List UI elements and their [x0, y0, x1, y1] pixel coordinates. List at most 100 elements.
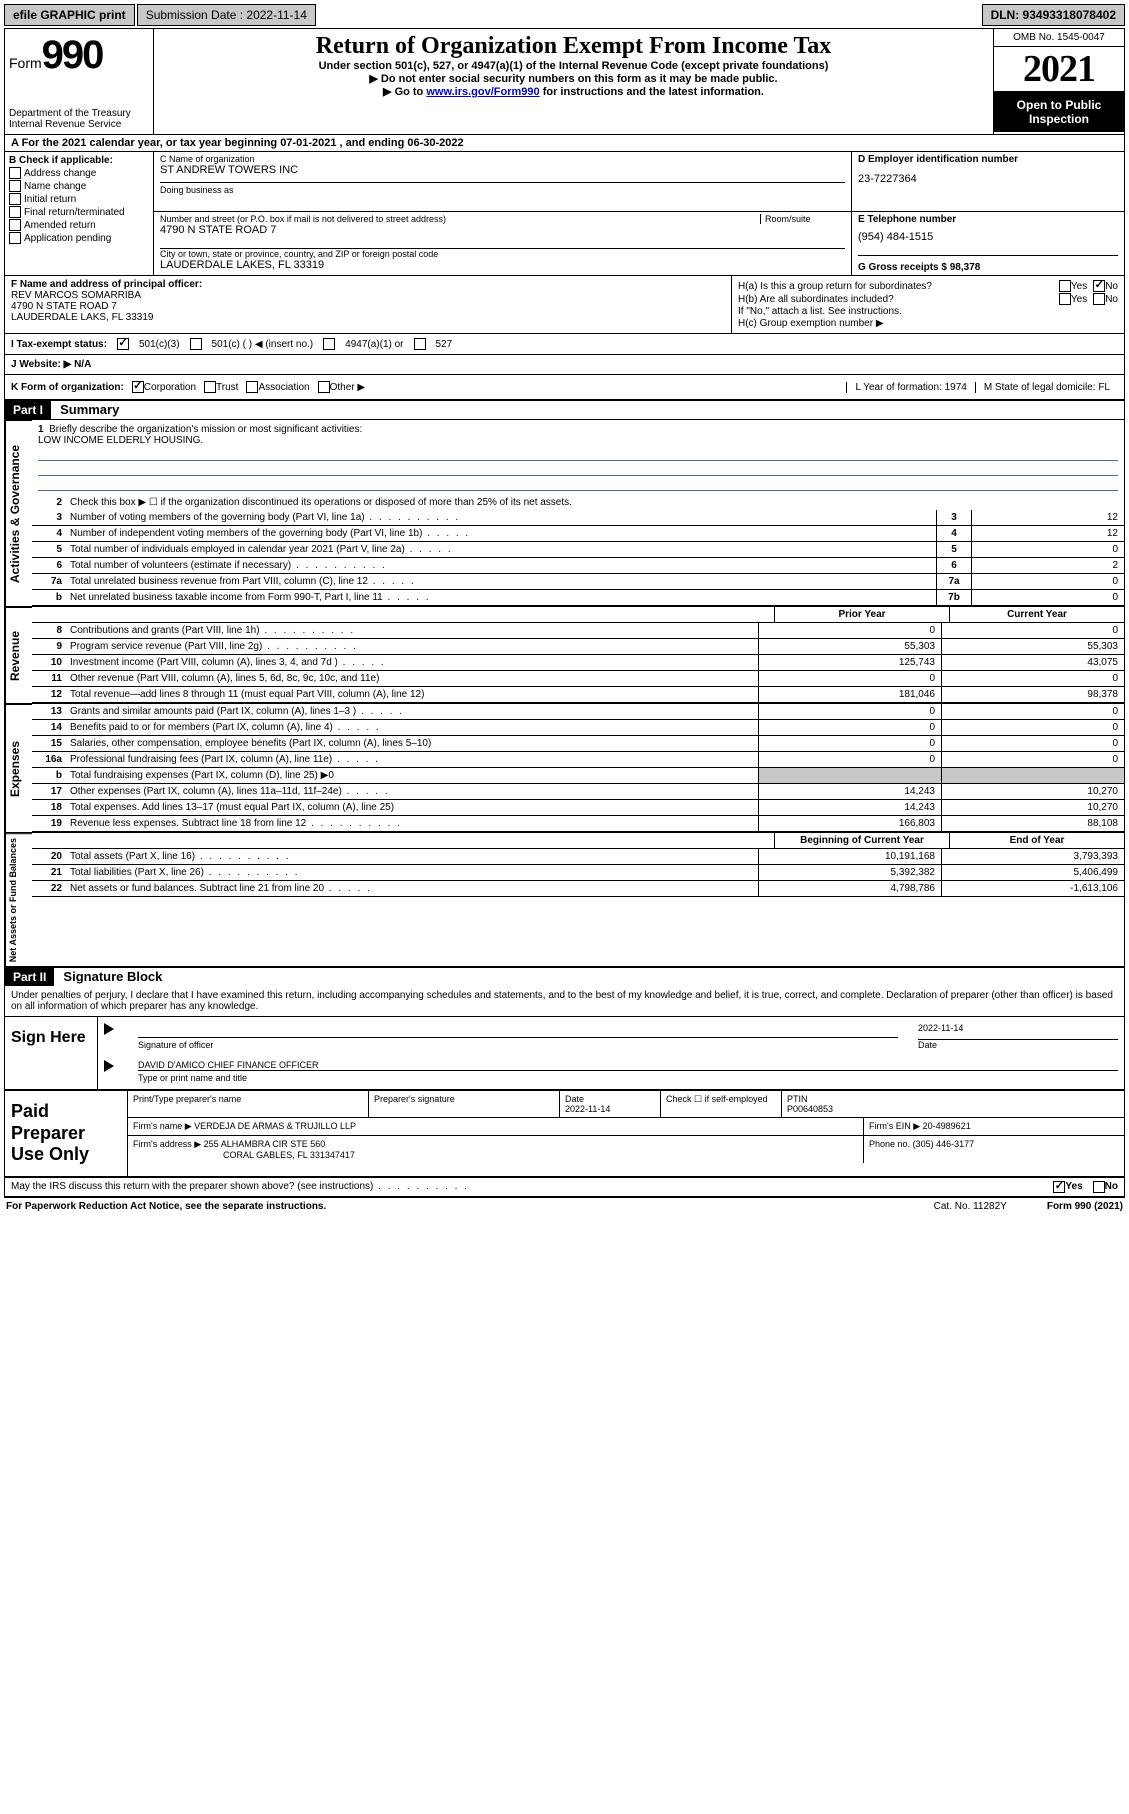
chk-address-change[interactable]: Address change — [9, 167, 149, 179]
may-no-check[interactable] — [1093, 1181, 1105, 1193]
l10-prior: 125,743 — [758, 655, 941, 670]
may-yes-check[interactable] — [1053, 1181, 1065, 1193]
l21-current: 5,406,499 — [941, 865, 1124, 880]
state-domicile: M State of legal domicile: FL — [975, 382, 1118, 393]
chk-final-return[interactable]: Final return/terminated — [9, 206, 149, 218]
signature-of-officer[interactable] — [138, 1023, 898, 1038]
hb-no-label: No — [1105, 294, 1118, 305]
open-to-public: Open to Public Inspection — [994, 92, 1124, 132]
line-13: 13Grants and similar amounts paid (Part … — [32, 704, 1124, 720]
current-year-header: Current Year — [949, 607, 1124, 622]
l16a-text: Professional fundraising fees (Part IX, … — [66, 752, 758, 767]
footer-right: Form 990 (2021) — [1047, 1201, 1123, 1212]
l19-text: Revenue less expenses. Subtract line 18 … — [66, 816, 758, 831]
line-19: 19Revenue less expenses. Subtract line 1… — [32, 816, 1124, 832]
sign-here-section: Sign Here 2022-11-14 Signature of office… — [5, 1017, 1124, 1091]
firm-name-label: Firm's name ▶ — [133, 1121, 192, 1131]
l5-text: Total number of individuals employed in … — [66, 542, 936, 557]
form-header: Form990 Department of the Treasury Inter… — [5, 29, 1124, 135]
efile-graphic-print-button[interactable]: efile GRAPHIC print — [4, 4, 135, 26]
f-label: F Name and address of principal officer: — [11, 279, 725, 290]
k-right: L Year of formation: 1974 M State of leg… — [846, 382, 1118, 393]
ha-no-check[interactable] — [1093, 280, 1105, 292]
ha-no-label: No — [1105, 281, 1118, 292]
chk-4947[interactable] — [323, 338, 335, 350]
dln-label: DLN: 93493318078402 — [982, 4, 1125, 26]
firm-name-cell: Firm's name ▶ VERDEJA DE ARMAS & TRUJILL… — [128, 1118, 864, 1135]
chk-amended-return[interactable]: Amended return — [9, 219, 149, 231]
sig-label: Signature of officer — [138, 1040, 898, 1050]
row-a-tax-year: A For the 2021 calendar year, or tax yea… — [5, 135, 1124, 152]
form-title: Return of Organization Exempt From Incom… — [162, 33, 985, 60]
street-address: 4790 N STATE ROAD 7 — [160, 224, 845, 236]
officer-addr1: 4790 N STATE ROAD 7 — [11, 301, 725, 312]
l20-current: 3,793,393 — [941, 849, 1124, 864]
l13-prior: 0 — [758, 704, 941, 719]
chk-application-pending-label: Application pending — [24, 233, 111, 244]
firm-phone-cell: Phone no. (305) 446-3177 — [864, 1136, 1124, 1163]
part-1-title: Summary — [60, 402, 119, 417]
officer-name-box: DAVID D'AMICO CHIEF FINANCE OFFICER — [138, 1060, 1118, 1071]
telephone-section: E Telephone number (954) 484-1515 — [858, 214, 1118, 256]
chk-initial-return[interactable]: Initial return — [9, 193, 149, 205]
chk-501c[interactable] — [190, 338, 202, 350]
irs-form990-link[interactable]: www.irs.gov/Form990 — [426, 86, 539, 98]
chk-initial-return-label: Initial return — [24, 194, 76, 205]
l4-value: 12 — [971, 526, 1124, 541]
city-label: City or town, state or province, country… — [160, 249, 845, 259]
form-prefix: Form — [9, 55, 42, 71]
l17-text: Other expenses (Part IX, column (A), lin… — [66, 784, 758, 799]
lbl-association: Association — [258, 382, 309, 393]
mission-rule-2 — [38, 461, 1118, 476]
sign-date: 2022-11-14 — [918, 1023, 1118, 1040]
line-2: 2Check this box ▶ ☐ if the organization … — [32, 495, 1124, 510]
l7b-value: 0 — [971, 590, 1124, 605]
l14-text: Benefits paid to or for members (Part IX… — [66, 720, 758, 735]
note2-pre: ▶ Go to — [383, 86, 426, 98]
h-b-line: H(b) Are all subordinates included? Yes … — [738, 293, 1118, 305]
chk-association[interactable] — [246, 381, 258, 393]
arrow-icon-2 — [104, 1060, 114, 1072]
line-21: 21Total liabilities (Part X, line 26) 5,… — [32, 865, 1124, 881]
l9-text: Program service revenue (Part VIII, line… — [66, 639, 758, 654]
chk-527[interactable] — [414, 338, 426, 350]
l13-text: Grants and similar amounts paid (Part IX… — [66, 704, 758, 719]
addr-label: Number and street (or P.O. box if mail i… — [160, 214, 760, 224]
page-footer: For Paperwork Reduction Act Notice, see … — [4, 1198, 1125, 1215]
chk-other[interactable] — [318, 381, 330, 393]
omb-number: OMB No. 1545-0047 — [994, 29, 1124, 47]
lbl-501c3: 501(c)(3) — [139, 339, 180, 350]
net-assets-content: Beginning of Current Year End of Year 20… — [32, 833, 1124, 966]
ha-yes-check[interactable] — [1059, 280, 1071, 292]
chk-corporation[interactable] — [132, 381, 144, 393]
chk-501c3[interactable] — [117, 338, 129, 350]
summary-governance: Activities & Governance 1 Briefly descri… — [5, 419, 1124, 606]
tel-value: (954) 484-1515 — [858, 231, 1118, 243]
part-2-header-row: Part II Signature Block — [5, 968, 1124, 986]
line-16a: 16aProfessional fundraising fees (Part I… — [32, 752, 1124, 768]
line-20: 20Total assets (Part X, line 16) 10,191,… — [32, 849, 1124, 865]
signature-row: 2022-11-14 — [104, 1023, 1118, 1040]
chk-name-change[interactable]: Name change — [9, 180, 149, 192]
ptin-label: PTIN — [787, 1094, 1119, 1104]
street-address-section: Number and street (or P.O. box if mail i… — [160, 214, 845, 249]
mission-rule-3 — [38, 476, 1118, 491]
chk-application-pending[interactable]: Application pending — [9, 232, 149, 244]
l10-current: 43,075 — [941, 655, 1124, 670]
hb-no-check[interactable] — [1093, 293, 1105, 305]
lbl-trust: Trust — [216, 382, 238, 393]
tax-year: 2021 — [994, 47, 1124, 92]
chk-trust[interactable] — [204, 381, 216, 393]
sign-here-label: Sign Here — [5, 1017, 98, 1089]
firm-addr-cell: Firm's address ▶ 255 ALHAMBRA CIR STE 56… — [128, 1136, 864, 1163]
l18-prior: 14,243 — [758, 800, 941, 815]
form-990-number: 990 — [42, 33, 103, 77]
submission-date-label: Submission Date : 2022-11-14 — [137, 4, 316, 26]
ein-label: D Employer identification number — [858, 154, 1118, 165]
h-c-line: H(c) Group exemption number ▶ — [738, 318, 1118, 329]
vert-expenses: Expenses — [5, 704, 32, 832]
row-j-website: J Website: ▶ N/A — [5, 355, 1124, 375]
hb-yes-check[interactable] — [1059, 293, 1071, 305]
l22-current: -1,613,106 — [941, 881, 1124, 896]
hb-note: If "No," attach a list. See instructions… — [738, 306, 1118, 317]
